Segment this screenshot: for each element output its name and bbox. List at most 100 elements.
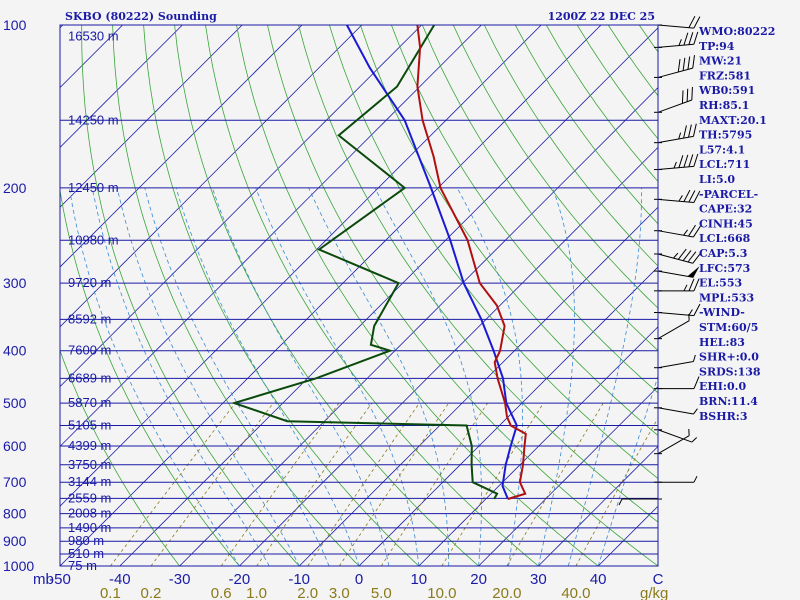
barb-full [677, 248, 687, 260]
height-label: 5105 m [68, 418, 111, 433]
barb-staff [657, 67, 693, 78]
barb-full [693, 303, 701, 316]
wind-barb [657, 429, 698, 443]
plot-area [60, 25, 658, 566]
barb-full [693, 278, 700, 292]
barb-pennant [687, 266, 700, 278]
height-label: 6689 m [68, 370, 111, 385]
wind-barb [657, 266, 700, 278]
temperature-tick-label: -10 [288, 571, 310, 588]
wind-barb [657, 313, 690, 340]
height-label: 2008 m [68, 506, 111, 521]
stat-line: TH:5795 [699, 129, 752, 142]
barb-staff [657, 43, 694, 48]
stat-line: WMO:80222 [698, 25, 775, 38]
mixing-ratio-unit: g/kg [640, 585, 668, 600]
barb-full [688, 15, 696, 28]
height-label: 7600 m [68, 343, 111, 358]
barb-staff [657, 230, 694, 238]
height-label: 14250 m [68, 112, 119, 127]
pressure-tick-label: 500 [3, 395, 27, 411]
mixing-ratio-line [220, 402, 340, 566]
stat-line: CINH:45 [699, 217, 753, 230]
barb-full [682, 250, 692, 262]
mixing-ratio-label: 0.2 [141, 585, 162, 600]
pressure-tick-label: 700 [3, 474, 27, 490]
barb-full [686, 88, 689, 102]
barb-half [618, 498, 623, 506]
height-label: 3750 m [68, 457, 111, 472]
wind-barb [657, 55, 695, 78]
temperature-tick-label: 40 [590, 571, 607, 588]
barb-staff [657, 253, 693, 264]
barb-staff [657, 312, 694, 317]
height-label: 4399 m [68, 438, 111, 453]
mixing-ratio-label: 1.0 [246, 585, 267, 600]
moist-adiabat-line [255, 187, 420, 566]
mixing-ratio-line [339, 402, 450, 566]
mixing-ratio-line [307, 402, 420, 566]
barb-full [692, 123, 697, 137]
wind-barb [657, 15, 701, 29]
stat-line: -WIND- [699, 306, 745, 319]
barb-half [678, 132, 682, 140]
parcel-trace [346, 25, 518, 500]
plot-frame [59, 24, 659, 567]
barb-full [688, 32, 694, 45]
moist-adiabat-line [597, 374, 658, 566]
temperature-tick-label: -50 [49, 571, 71, 588]
barb-full [693, 16, 701, 29]
stat-line: L57:4.1 [699, 143, 745, 156]
stat-line: LCL:711 [699, 158, 750, 171]
barb-half [688, 309, 693, 316]
barb-full [683, 125, 687, 139]
barb-staff [657, 24, 694, 29]
wind-barb [657, 303, 701, 317]
stat-line: SHR+:0.0 [699, 351, 759, 364]
temperature-tick-label: -30 [169, 571, 191, 588]
wind-barb [657, 248, 702, 264]
wind-barb [658, 376, 700, 390]
barb-full [677, 59, 681, 73]
temperature-tick-label: 10 [410, 571, 427, 588]
stat-line: LI:5.0 [699, 173, 735, 186]
barb-half [688, 428, 690, 436]
temperature-tick-label: 30 [530, 571, 547, 588]
wind-barb [657, 224, 701, 238]
sounding-profiles [230, 25, 527, 500]
wind-barb [657, 123, 697, 144]
barb-half [678, 195, 683, 202]
temperature-tick-label: 20 [470, 571, 487, 588]
barb-half [693, 408, 698, 415]
pressure-tick-label: 400 [3, 343, 27, 359]
barb-full [681, 90, 684, 104]
pressure-unit-label: mb [33, 571, 54, 588]
barb-full [693, 376, 700, 389]
stat-line: FRZ:581 [699, 69, 751, 82]
temperature-tick-label: -40 [109, 571, 131, 588]
barb-full [683, 32, 689, 46]
stat-line: LFC:573 [699, 262, 750, 275]
stat-line: MW:21 [699, 55, 742, 68]
station-title: SKBO (80222) Sounding [65, 10, 217, 23]
barb-full [687, 251, 697, 263]
wind-barb [657, 354, 696, 369]
stat-line: TP:94 [699, 40, 735, 53]
height-label: 12450 m [68, 180, 119, 195]
stat-line: RH:85.1 [699, 99, 749, 112]
temperature-tick-label: 0 [355, 571, 363, 588]
stat-line: -PARCEL- [699, 188, 758, 201]
dewpoint-trace [230, 25, 499, 500]
mixing-ratio-label: 0.1 [100, 585, 121, 600]
valid-time: 1200Z 22 DEC 25 [548, 10, 655, 23]
stat-line: SRDS:138 [699, 365, 761, 378]
barb-staff [657, 320, 690, 340]
moist-adiabat-line [116, 187, 300, 566]
barb-half [683, 229, 689, 236]
barb-full [678, 155, 684, 168]
barb-half [673, 161, 677, 169]
height-label: 16530 m [68, 28, 119, 43]
mixing-ratio-line [575, 417, 658, 566]
temperature-trace [416, 25, 527, 500]
